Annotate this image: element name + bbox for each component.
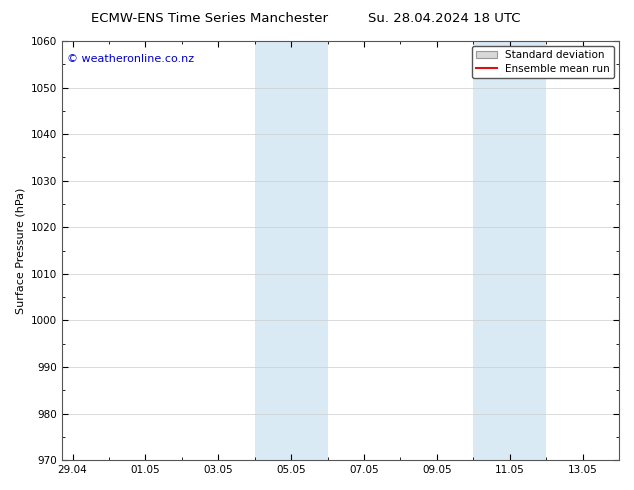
Text: ECMW-ENS Time Series Manchester: ECMW-ENS Time Series Manchester [91, 12, 328, 25]
Legend: Standard deviation, Ensemble mean run: Standard deviation, Ensemble mean run [472, 46, 614, 78]
Bar [474, 41, 546, 460]
Bar [255, 41, 328, 460]
Text: © weatheronline.co.nz: © weatheronline.co.nz [67, 53, 195, 64]
Text: Su. 28.04.2024 18 UTC: Su. 28.04.2024 18 UTC [368, 12, 520, 25]
Y-axis label: Surface Pressure (hPa): Surface Pressure (hPa) [15, 187, 25, 314]
